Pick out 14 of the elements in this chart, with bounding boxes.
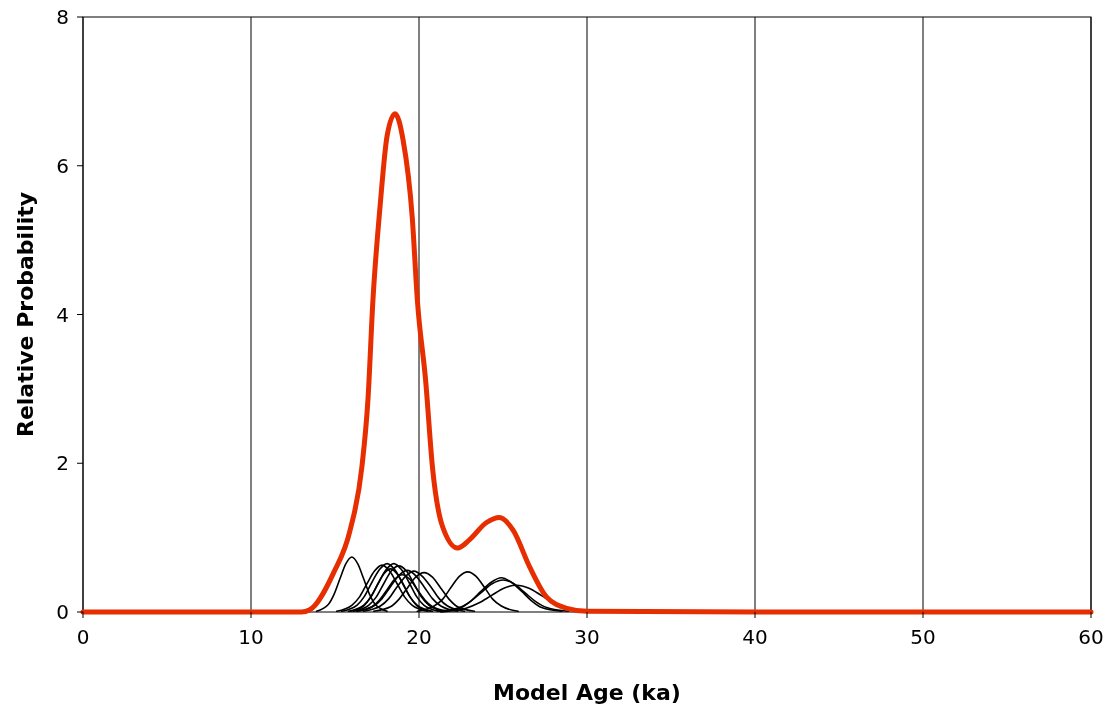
x-tick-label: 10 bbox=[238, 625, 264, 649]
y-tick-label: 6 bbox=[56, 153, 69, 178]
x-tick-label: 0 bbox=[76, 625, 90, 649]
y-tick-label: 8 bbox=[56, 5, 69, 29]
y-axis-title: Relative Probability bbox=[13, 191, 38, 438]
x-tick-label: 20 bbox=[406, 625, 432, 649]
x-tick-label: 60 bbox=[1078, 625, 1104, 649]
y-tick-label: 2 bbox=[56, 451, 69, 476]
y-tick-label: 0 bbox=[56, 600, 69, 624]
y-tick-label: 4 bbox=[56, 302, 69, 327]
x-tick-label: 50 bbox=[910, 625, 936, 649]
x-tick-label: 40 bbox=[742, 625, 768, 649]
x-tick-label: 30 bbox=[574, 625, 600, 649]
x-axis-title: Model Age (ka) bbox=[493, 680, 681, 705]
